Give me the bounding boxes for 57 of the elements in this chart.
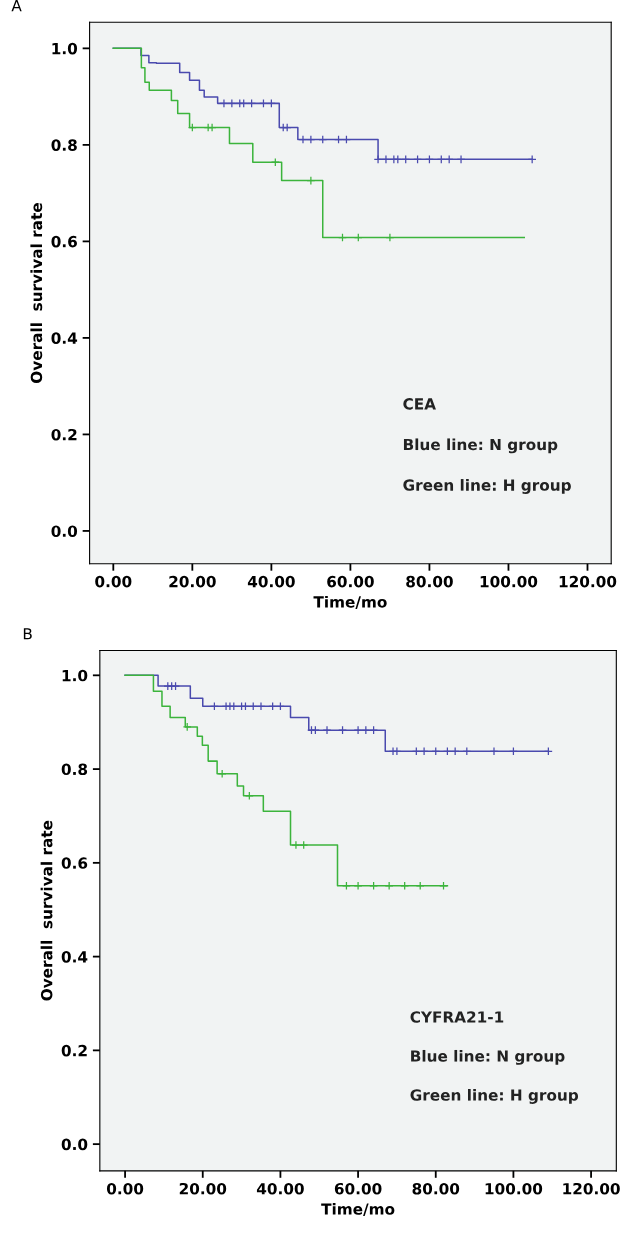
point	[353, 725, 363, 735]
chart-title: A	[11, 0, 22, 12]
x-tick-label: 80.00	[406, 575, 453, 588]
x-tick-label: 40.00	[256, 1182, 304, 1195]
x-tick-label: 100.00	[480, 575, 538, 588]
x-axis-title: Time/mo	[313, 595, 387, 609]
point	[306, 176, 316, 186]
x-tick-label: 60.00	[334, 1182, 382, 1195]
x-tick-label: 0.00	[106, 1182, 144, 1195]
y-tick-label: 0.2	[61, 1044, 87, 1057]
chart-title: B	[23, 628, 32, 640]
annotation: CEA	[403, 398, 436, 410]
x-tick-label: 20.00	[169, 575, 216, 588]
y-tick-label: 0.2	[51, 428, 77, 441]
point	[322, 725, 332, 735]
y-tick-label: 0.8	[61, 763, 88, 776]
point	[306, 135, 316, 144]
y-tick-label: 1.0	[62, 669, 88, 682]
y-tick-label: 0.6	[51, 235, 77, 248]
point	[353, 881, 363, 891]
x-tick-label: 40.00	[247, 575, 295, 588]
y-axis-title: Overall survival rate	[30, 203, 43, 383]
point	[456, 154, 466, 164]
y-axis-title: Overall survival rate	[40, 820, 53, 1001]
point	[373, 154, 383, 164]
point	[171, 681, 180, 691]
x-tick-label: 0.00	[95, 575, 132, 588]
x-tick-label: 60.00	[327, 575, 374, 588]
point	[299, 840, 309, 850]
x-tick-label: 120.00	[559, 575, 617, 588]
point	[419, 746, 429, 756]
point	[182, 722, 192, 732]
y-tick-label: 0.4	[51, 332, 78, 344]
annotation: Blue line: N group	[411, 1049, 565, 1065]
point	[392, 746, 402, 756]
point	[298, 135, 308, 144]
x-axis-title: Time/mo	[321, 1203, 395, 1217]
x-tick-label: 100.00	[485, 1182, 543, 1195]
annotation: CYFRA21-1	[410, 1011, 504, 1023]
y-tick-label: 0.0	[51, 525, 78, 537]
annotation: Blue line: N group	[403, 438, 558, 454]
point	[256, 701, 266, 711]
x-tick-label: 120.00	[563, 1182, 620, 1195]
point	[385, 233, 395, 242]
point	[381, 154, 391, 164]
point	[489, 746, 499, 756]
point	[291, 840, 301, 850]
x-tick-label: 80.00	[412, 1182, 460, 1195]
annotation: Green line: H group	[410, 1088, 579, 1104]
y-tick-label: 0.6	[61, 857, 88, 869]
y-tick-label: 0.0	[61, 1138, 88, 1151]
x-tick-label: 20.00	[179, 1182, 227, 1195]
point	[219, 98, 229, 108]
y-tick-label: 0.8	[51, 139, 77, 151]
y-tick-label: 1.0	[52, 42, 78, 55]
annotation: Green line: H group	[403, 479, 571, 494]
y-tick-label: 0.4	[61, 951, 88, 963]
